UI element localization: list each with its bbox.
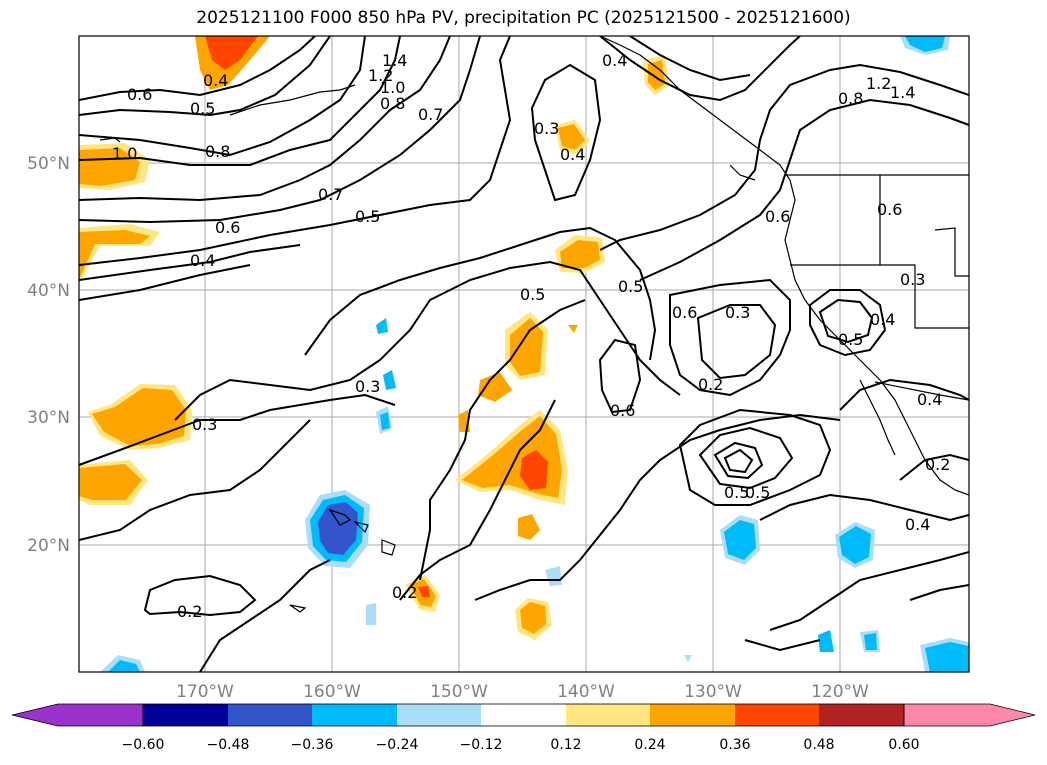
lon-tick-label: 120°W: [811, 682, 869, 702]
colorbar-tick-label: 0.24: [634, 737, 665, 753]
contour-label: 0.5: [745, 483, 770, 502]
figure-title: 2025121100 F000 850 hPa PV, precipitatio…: [196, 8, 851, 28]
colorbar-swatch: [481, 704, 566, 726]
colorbar-tick-label: −0.48: [207, 737, 250, 753]
contour-label: 0.4: [905, 515, 930, 534]
colorbar-tick-label: −0.60: [122, 737, 165, 753]
colorbar-tick-label: 0.48: [803, 737, 834, 753]
contour-label: 0.7: [318, 185, 343, 204]
colorbar-swatch: [397, 704, 481, 726]
contour-label: 1.2: [866, 74, 891, 93]
contour-label: 0.3: [725, 303, 750, 322]
contour-label: 0.4: [203, 71, 228, 90]
colorbar-tick-label: −0.12: [460, 737, 503, 753]
contour-label: 0.6: [215, 218, 240, 237]
contour-label: 0.8: [205, 142, 230, 161]
lat-tick-labels: 50°N 40°N 30°N 20°N: [27, 154, 70, 556]
colorbar-tick-label: 0.60: [888, 737, 919, 753]
colorbar-extend-high: [903, 703, 1036, 727]
contour-label: 0.6: [610, 401, 635, 420]
contour-label: 0.6: [127, 85, 152, 104]
colorbar-swatch: [143, 704, 228, 726]
contour-label: 0.6: [877, 200, 902, 219]
map-frame: [78, 35, 970, 673]
precip-shading: [79, 36, 969, 672]
colorbar-tick-label: 0.36: [719, 737, 750, 753]
contour-label: 0.8: [380, 94, 405, 113]
contour-label: 1.4: [382, 51, 407, 70]
colorbar-swatch: [650, 704, 735, 726]
contour-label: 0.4: [917, 390, 942, 409]
contour-label: 0.5: [355, 207, 380, 226]
contour-label: 0.2: [392, 583, 417, 602]
colorbar-extend-low: [11, 703, 144, 727]
colorbar-tick-label: −0.24: [376, 737, 419, 753]
colorbar-swatch: [228, 704, 312, 726]
contour-label: 0.4: [870, 310, 895, 329]
lat-tick-label: 50°N: [27, 154, 70, 174]
colorbar-swatch: [566, 704, 650, 726]
coastlines: [99, 36, 969, 613]
contour-label: 0.4: [190, 251, 215, 270]
contour-label: 1.0: [380, 78, 405, 97]
contour-label: 0.5: [190, 99, 215, 118]
contour-label: 1.0: [112, 144, 137, 163]
contour-label: 0.5: [520, 285, 545, 304]
colorbar-swatch: [735, 704, 819, 726]
colorbar: −0.60 −0.48 −0.36 −0.24 −0.12 0.12 0.24 …: [11, 703, 1036, 753]
contour-label: 0.5: [724, 483, 749, 502]
contour-label: 0.2: [698, 375, 723, 394]
contour-label: 0.3: [192, 415, 217, 434]
colorbar-tick-label: −0.36: [291, 737, 334, 753]
contour-label: 0.3: [534, 119, 559, 138]
lon-tick-label: 160°W: [303, 682, 361, 702]
contour-label: 0.5: [838, 330, 863, 349]
contour-label: 0.4: [560, 145, 585, 164]
contour-label: 0.2: [925, 455, 950, 474]
colorbar-frame: [142, 703, 905, 727]
contour-label: 0.6: [765, 207, 790, 226]
lat-tick-label: 20°N: [27, 536, 70, 556]
contour-labels: 0.4 0.6 0.5 1.0 0.8 0.7 0.5 0.6 0.4 1.2 …: [112, 51, 950, 621]
lon-tick-label: 170°W: [176, 682, 234, 702]
lat-tick-label: 30°N: [27, 408, 70, 428]
lon-tick-labels: 170°W 160°W 150°W 140°W 130°W 120°W: [176, 682, 869, 702]
contour-label: 0.7: [418, 105, 443, 124]
pv-contours: [79, 36, 969, 672]
lat-tick-label: 40°N: [27, 281, 70, 301]
contour-label: 0.6: [672, 303, 697, 322]
contour-label: 0.8: [838, 89, 863, 108]
contour-label: 1.4: [890, 83, 915, 102]
colorbar-tick-labels: −0.60 −0.48 −0.36 −0.24 −0.12 0.12 0.24 …: [122, 737, 920, 753]
colorbar-swatch: [819, 704, 904, 726]
contour-label: 1.2: [368, 66, 393, 85]
colorbar-swatch: [312, 704, 397, 726]
lon-tick-label: 140°W: [557, 682, 615, 702]
lon-tick-label: 130°W: [684, 682, 742, 702]
contour-label: 0.4: [602, 51, 627, 70]
contour-label: 0.3: [900, 270, 925, 289]
contour-label: 0.5: [618, 277, 643, 296]
contour-label: 0.2: [177, 602, 202, 621]
contour-label: 0.3: [355, 377, 380, 396]
colorbar-tick-label: 0.12: [550, 737, 581, 753]
lon-tick-label: 150°W: [430, 682, 488, 702]
